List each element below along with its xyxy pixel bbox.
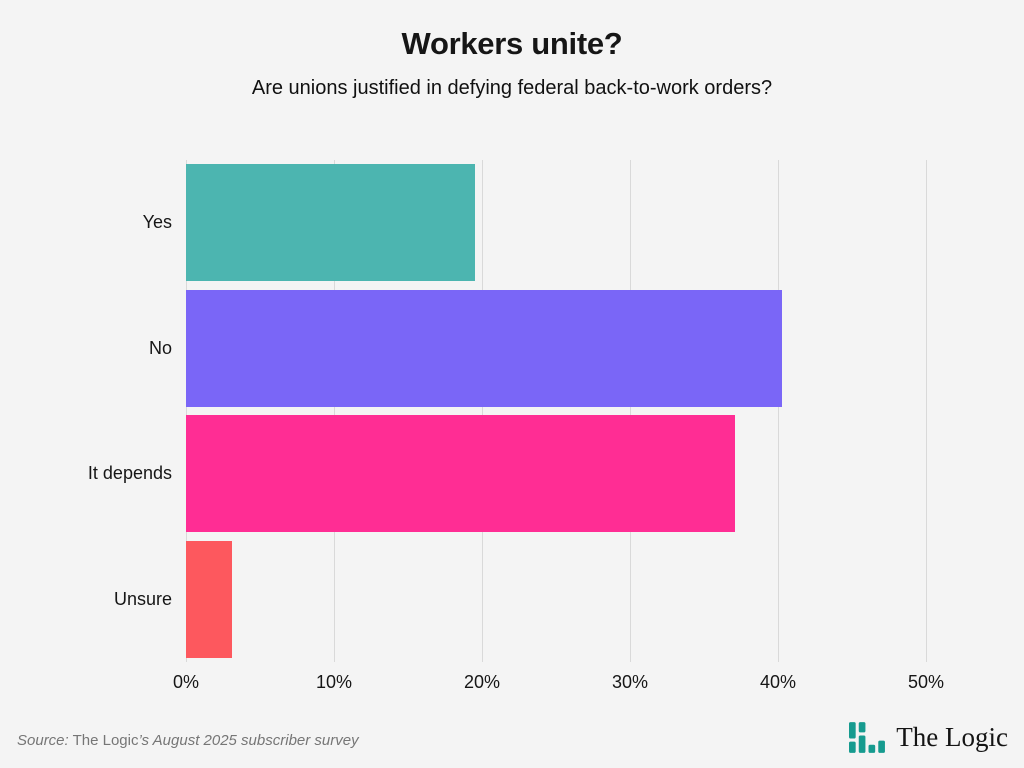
x-tick-label-20%: 20% (463, 672, 501, 692)
logo-bar-chart-icon (849, 722, 886, 753)
x-tick-label-40%: 40% (759, 672, 797, 692)
bar-no (186, 289, 783, 407)
x-tick-label-10%: 10% (315, 672, 353, 692)
x-tick-label-0%: 0% (172, 672, 200, 692)
plot-area: Yes No It depends Unsure (88, 160, 927, 663)
gridline-20% (482, 160, 483, 662)
gridline-10% (334, 160, 335, 662)
source-publisher: The Logic (68, 732, 139, 749)
source-prefix: Source: (17, 732, 69, 749)
source-note: Source: The Logic’s August 2025 subscrib… (17, 732, 359, 749)
gridline-30% (630, 160, 631, 662)
category-label-yes: Yes (142, 212, 172, 233)
bar-row-it-depends: It depends (88, 411, 926, 537)
chart-title: Workers unite? (401, 26, 623, 61)
bar-it-depends (186, 415, 736, 533)
gridline-50% (926, 160, 927, 662)
category-label-no: No (148, 337, 172, 358)
bar-row-unsure: Unsure (114, 537, 926, 663)
x-axis-tick-labels: 0% 10% 20% 30% 40% 50% (173, 672, 944, 698)
x-tick-label-50%: 50% (907, 672, 945, 692)
category-label-unsure: Unsure (113, 588, 172, 609)
bar-row-no: No (149, 286, 926, 412)
source-suffix: ’s August 2025 subscriber survey (138, 732, 359, 749)
chart-subtitle: Are unions justified in defying federal … (251, 76, 773, 99)
logo-wordmark: The Logic (896, 722, 1008, 752)
bar-unsure (186, 540, 232, 658)
chart-header: Workers unite? Are unions justified in d… (0, 0, 1024, 100)
category-label-it-depends: It depends (87, 463, 172, 484)
bar-row-yes: Yes (143, 160, 926, 286)
gridline-0% (186, 160, 187, 662)
bar-yes (186, 164, 475, 282)
gridline-40% (778, 160, 779, 662)
x-tick-label-30%: 30% (611, 672, 649, 692)
publisher-logo: The Logic (849, 722, 1008, 753)
